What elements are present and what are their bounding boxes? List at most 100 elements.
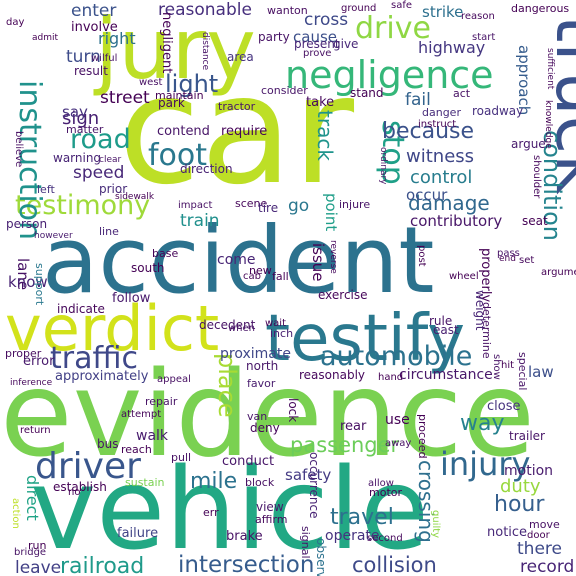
cloud-word: direction	[180, 162, 233, 176]
cloud-word: walk	[136, 428, 169, 444]
cloud-word: witness	[406, 146, 474, 167]
cloud-word: direct	[23, 475, 42, 521]
cloud-word: condition	[538, 130, 566, 241]
cloud-word: train	[180, 211, 220, 231]
cloud-word: negligent	[159, 12, 174, 73]
cloud-word: dangerous	[511, 2, 569, 15]
cloud-word: fall	[272, 270, 289, 283]
cloud-word: fail	[405, 90, 431, 110]
cloud-word: conduct	[222, 454, 274, 469]
cloud-word: motion	[504, 463, 553, 479]
cloud-word: because	[382, 119, 474, 144]
cloud-word: wilful	[91, 53, 117, 64]
cloud-word: evidence	[0, 345, 535, 483]
cloud-word: show	[491, 354, 502, 380]
cloud-word: special	[516, 352, 529, 390]
cloud-word: accident	[42, 207, 434, 314]
cloud-word: proper	[5, 347, 42, 360]
cloud-word: require	[221, 124, 267, 139]
cloud-word: railroad	[60, 554, 144, 576]
cloud-word: warning	[53, 151, 101, 165]
cloud-word: reasonable	[158, 0, 252, 20]
cloud-word: door	[527, 530, 551, 541]
cloud-word: set	[519, 255, 534, 266]
cloud-word: left	[37, 183, 56, 196]
cloud-word: exercise	[318, 288, 368, 302]
cloud-word: come	[217, 252, 256, 268]
cloud-word: travel	[330, 505, 394, 530]
cloud-word: hand	[378, 372, 403, 383]
cloud-word: bridge	[14, 547, 46, 558]
cloud-word: safety	[285, 466, 331, 484]
cloud-word: hit	[501, 360, 514, 371]
cloud-word: motor	[369, 486, 402, 499]
cloud-word: new	[249, 264, 272, 277]
cloud-word: ground	[341, 3, 376, 14]
cloud-word: instruction	[12, 80, 47, 240]
cloud-word: track	[313, 110, 337, 161]
cloud-word: reason	[461, 11, 495, 22]
cloud-word: knowledge	[543, 100, 553, 149]
cloud-word: decedent	[199, 318, 256, 332]
cloud-word: approximately	[55, 369, 149, 384]
cloud-word: wheel	[449, 271, 479, 282]
cloud-word: prior	[99, 182, 127, 196]
cloud-word: return	[20, 425, 51, 436]
cloud-word: street	[100, 88, 150, 108]
cloud-word: way	[460, 411, 505, 436]
cloud-word: post	[416, 245, 427, 267]
cloud-word: present	[294, 37, 340, 51]
cloud-word: passenger	[290, 433, 400, 457]
cloud-word: follow	[112, 291, 151, 306]
cloud-word: lock	[286, 398, 300, 422]
cloud-word: properly	[478, 248, 493, 302]
cloud-word: shoulder	[531, 155, 542, 199]
cloud-word: injury	[440, 445, 530, 483]
cloud-word: hour	[494, 492, 545, 517]
cloud-word: favor	[247, 377, 276, 390]
cloud-word: rear	[340, 419, 367, 434]
cloud-word: testify	[265, 302, 465, 376]
cloud-word: err	[203, 506, 219, 519]
cloud-word: say	[62, 103, 88, 121]
cloud-word: maintain	[155, 89, 204, 102]
cloud-word: bus	[97, 437, 118, 451]
cloud-word: tire	[258, 201, 278, 215]
cloud-word: driver	[35, 446, 141, 487]
cloud-word: seat	[522, 214, 548, 228]
cloud-word: proximate	[220, 346, 291, 362]
cloud-word: traffic	[50, 341, 138, 376]
cloud-word: road	[70, 124, 131, 155]
cloud-word: approach	[515, 45, 533, 115]
cloud-word: prove	[303, 48, 331, 59]
cloud-word: collision	[352, 553, 437, 576]
cloud-word: allow	[368, 478, 394, 489]
cloud-word: close	[487, 399, 520, 414]
cloud-word: use	[385, 412, 410, 428]
cloud-word: no	[68, 487, 80, 498]
cloud-word: right	[98, 29, 136, 48]
cloud-word: start	[472, 32, 495, 43]
cloud-word: matter	[66, 123, 104, 136]
cloud-word: sign	[62, 108, 99, 129]
cloud-word: intersection	[178, 552, 314, 576]
cloud-word: tractor	[218, 100, 256, 113]
cloud-word: establish	[53, 480, 107, 494]
cloud-word: control	[410, 167, 472, 188]
cloud-word: sidewalk	[115, 192, 155, 202]
cloud-word: view	[256, 500, 284, 514]
cloud-word: run	[28, 539, 46, 552]
cloud-word: turn	[66, 47, 101, 67]
cloud-word: pass	[497, 248, 520, 259]
cloud-word: lane	[14, 258, 32, 290]
cloud-word: brake	[226, 529, 263, 544]
cloud-word: danger	[422, 106, 461, 119]
cloud-word: reach	[121, 443, 152, 456]
cloud-word: line	[99, 225, 119, 238]
cloud-word: leave	[15, 558, 61, 576]
cloud-word: signal	[299, 526, 312, 559]
cloud-word: occur	[406, 186, 448, 204]
